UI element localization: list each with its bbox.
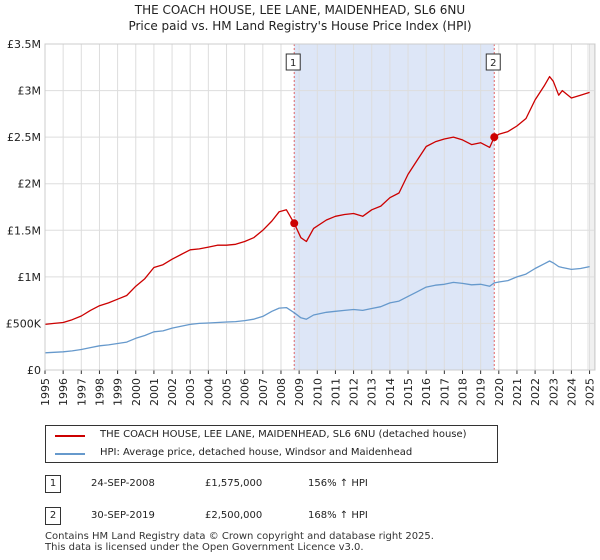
- x-tick-label: 2016: [420, 378, 433, 406]
- x-tick-label: 2005: [221, 378, 234, 406]
- x-tick-label: 2019: [475, 378, 488, 406]
- sale-label-box: [285, 53, 301, 71]
- chart-subtitle: Price paid vs. HM Land Registry's House …: [128, 19, 472, 33]
- transaction-price: £1,575,000: [205, 478, 263, 489]
- x-tick-label: 1998: [93, 378, 106, 406]
- x-tick-label: 2023: [547, 378, 560, 406]
- x-tick-label: 2001: [148, 378, 161, 406]
- sale-label-box: [485, 53, 501, 71]
- x-tick-label: 2018: [456, 378, 469, 406]
- series-line-property: [44, 75, 590, 326]
- y-tick-label: £1.5M: [7, 224, 41, 237]
- sale-label-number: 1: [290, 58, 296, 69]
- y-tick-label: £3.5M: [7, 38, 41, 51]
- x-tick-label: 2004: [202, 378, 215, 406]
- shaded-period: [294, 44, 495, 370]
- transaction-number-badge: 2: [45, 507, 61, 525]
- sale-point: [290, 219, 299, 228]
- transaction-row: 1 24-SEP-2008 £1,575,000 156% ↑ HPI: [0, 475, 600, 495]
- x-tick-label: 2022: [529, 378, 542, 406]
- x-tick-label: 2015: [402, 378, 415, 406]
- chart-legend: THE COACH HOUSE, LEE LANE, MAIDENHEAD, S…: [45, 425, 498, 463]
- x-tick-label: 1997: [75, 378, 88, 406]
- transaction-price: £2,500,000: [205, 510, 263, 521]
- x-tick-label: 2013: [366, 378, 379, 406]
- x-tick-label: 2020: [493, 378, 506, 406]
- legend-item-hpi: HPI: Average price, detached house, Wind…: [46, 444, 497, 462]
- x-tick-label: 2006: [239, 378, 252, 406]
- plot-area-border: [44, 43, 596, 371]
- price-chart: 1 2 £0 £500K £1M £1.5M £2M £2.5M £3M £3.5M 1995 19…: [6, 38, 597, 406]
- x-tick-label: 1999: [112, 378, 125, 406]
- transaction-date: 24-SEP-2008: [91, 478, 155, 489]
- legend-swatch-property: [55, 435, 85, 437]
- footer-licence: This data is licensed under the Open Gov…: [45, 542, 364, 553]
- transaction-number-badge: 1: [45, 475, 61, 493]
- y-tick-label: £2M: [18, 178, 42, 191]
- series-line-hpi: [44, 260, 590, 354]
- x-tick-label: 1995: [39, 378, 52, 406]
- footer-copyright: Contains HM Land Registry data © Crown c…: [45, 531, 434, 542]
- transaction-hpi-change: 156% ↑ HPI: [308, 478, 368, 489]
- sale-point: [490, 133, 499, 142]
- transaction-date: 30-SEP-2019: [91, 510, 155, 521]
- x-tick-label: 2025: [584, 378, 597, 406]
- x-tick-label: 2014: [384, 378, 397, 406]
- x-tick-label: 2024: [565, 378, 578, 406]
- x-tick-label: 2017: [438, 378, 451, 406]
- x-tick-label: 1996: [57, 378, 70, 406]
- sale-label-number: 2: [490, 58, 496, 69]
- x-tick-label: 2002: [166, 378, 179, 406]
- x-tick-label: 2007: [257, 378, 270, 406]
- x-tick-label: 2003: [184, 378, 197, 406]
- y-tick-label: £1M: [18, 271, 42, 284]
- legend-label-property: THE COACH HOUSE, LEE LANE, MAIDENHEAD, S…: [100, 429, 467, 440]
- x-tick-label: 2021: [511, 378, 524, 406]
- y-tick-label: £3M: [18, 85, 42, 98]
- x-tick-label: 2011: [329, 378, 342, 406]
- x-tick-label: 2012: [348, 378, 361, 406]
- y-tick-label: £500K: [6, 317, 42, 330]
- x-tick-label: 2008: [275, 378, 288, 406]
- x-tick-label: 2009: [293, 378, 306, 406]
- chart-title: THE COACH HOUSE, LEE LANE, MAIDENHEAD, S…: [134, 3, 466, 17]
- x-tick-label: 2010: [311, 378, 324, 406]
- x-tick-label: 2000: [130, 378, 143, 406]
- y-tick-label: £0: [27, 364, 41, 377]
- transaction-row: 2 30-SEP-2019 £2,500,000 168% ↑ HPI: [0, 507, 600, 527]
- legend-label-hpi: HPI: Average price, detached house, Wind…: [100, 447, 413, 458]
- legend-item-property: THE COACH HOUSE, LEE LANE, MAIDENHEAD, S…: [46, 426, 497, 444]
- y-tick-label: £2.5M: [7, 131, 41, 144]
- footer: Contains HM Land Registry data © Crown c…: [45, 531, 434, 553]
- transaction-hpi-change: 168% ↑ HPI: [308, 510, 368, 521]
- legend-swatch-hpi: [55, 453, 85, 455]
